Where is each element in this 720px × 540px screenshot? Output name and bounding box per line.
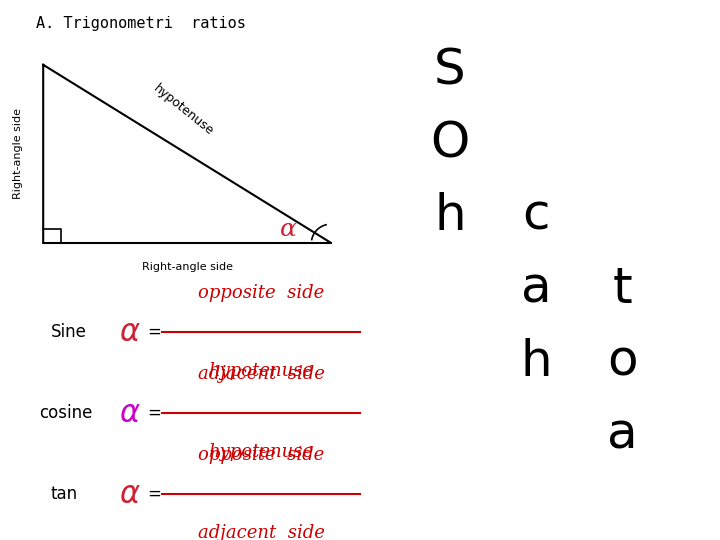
Text: =: = — [148, 485, 161, 503]
Text: opposite  side: opposite side — [198, 447, 324, 464]
Text: hypotenuse: hypotenuse — [151, 82, 216, 138]
Text: S: S — [434, 46, 466, 94]
Text: $\alpha$: $\alpha$ — [119, 480, 140, 509]
Text: hypotenuse: hypotenuse — [208, 362, 314, 380]
Text: t: t — [613, 265, 633, 313]
Text: Right-angle side: Right-angle side — [13, 109, 23, 199]
Text: $\alpha$: $\alpha$ — [119, 399, 140, 428]
Text: α: α — [279, 218, 297, 241]
Text: $\alpha$: $\alpha$ — [119, 318, 140, 347]
Text: opposite  side: opposite side — [198, 285, 324, 302]
Text: tan: tan — [50, 485, 78, 503]
Text: Right-angle side: Right-angle side — [142, 262, 233, 272]
Text: h: h — [521, 338, 552, 386]
Text: c: c — [523, 192, 550, 240]
Text: adjacent  side: adjacent side — [197, 366, 325, 383]
Text: A. Trigonometri  ratios: A. Trigonometri ratios — [36, 16, 246, 31]
Text: a: a — [521, 265, 552, 313]
Text: a: a — [608, 411, 638, 458]
Text: =: = — [148, 323, 161, 341]
Text: O: O — [431, 119, 469, 167]
Text: Sine: Sine — [50, 323, 86, 341]
Text: =: = — [148, 404, 161, 422]
Text: cosine: cosine — [40, 404, 93, 422]
Text: hypotenuse: hypotenuse — [208, 443, 314, 461]
Text: adjacent  side: adjacent side — [197, 524, 325, 540]
Text: h: h — [434, 192, 466, 240]
Text: o: o — [608, 338, 638, 386]
